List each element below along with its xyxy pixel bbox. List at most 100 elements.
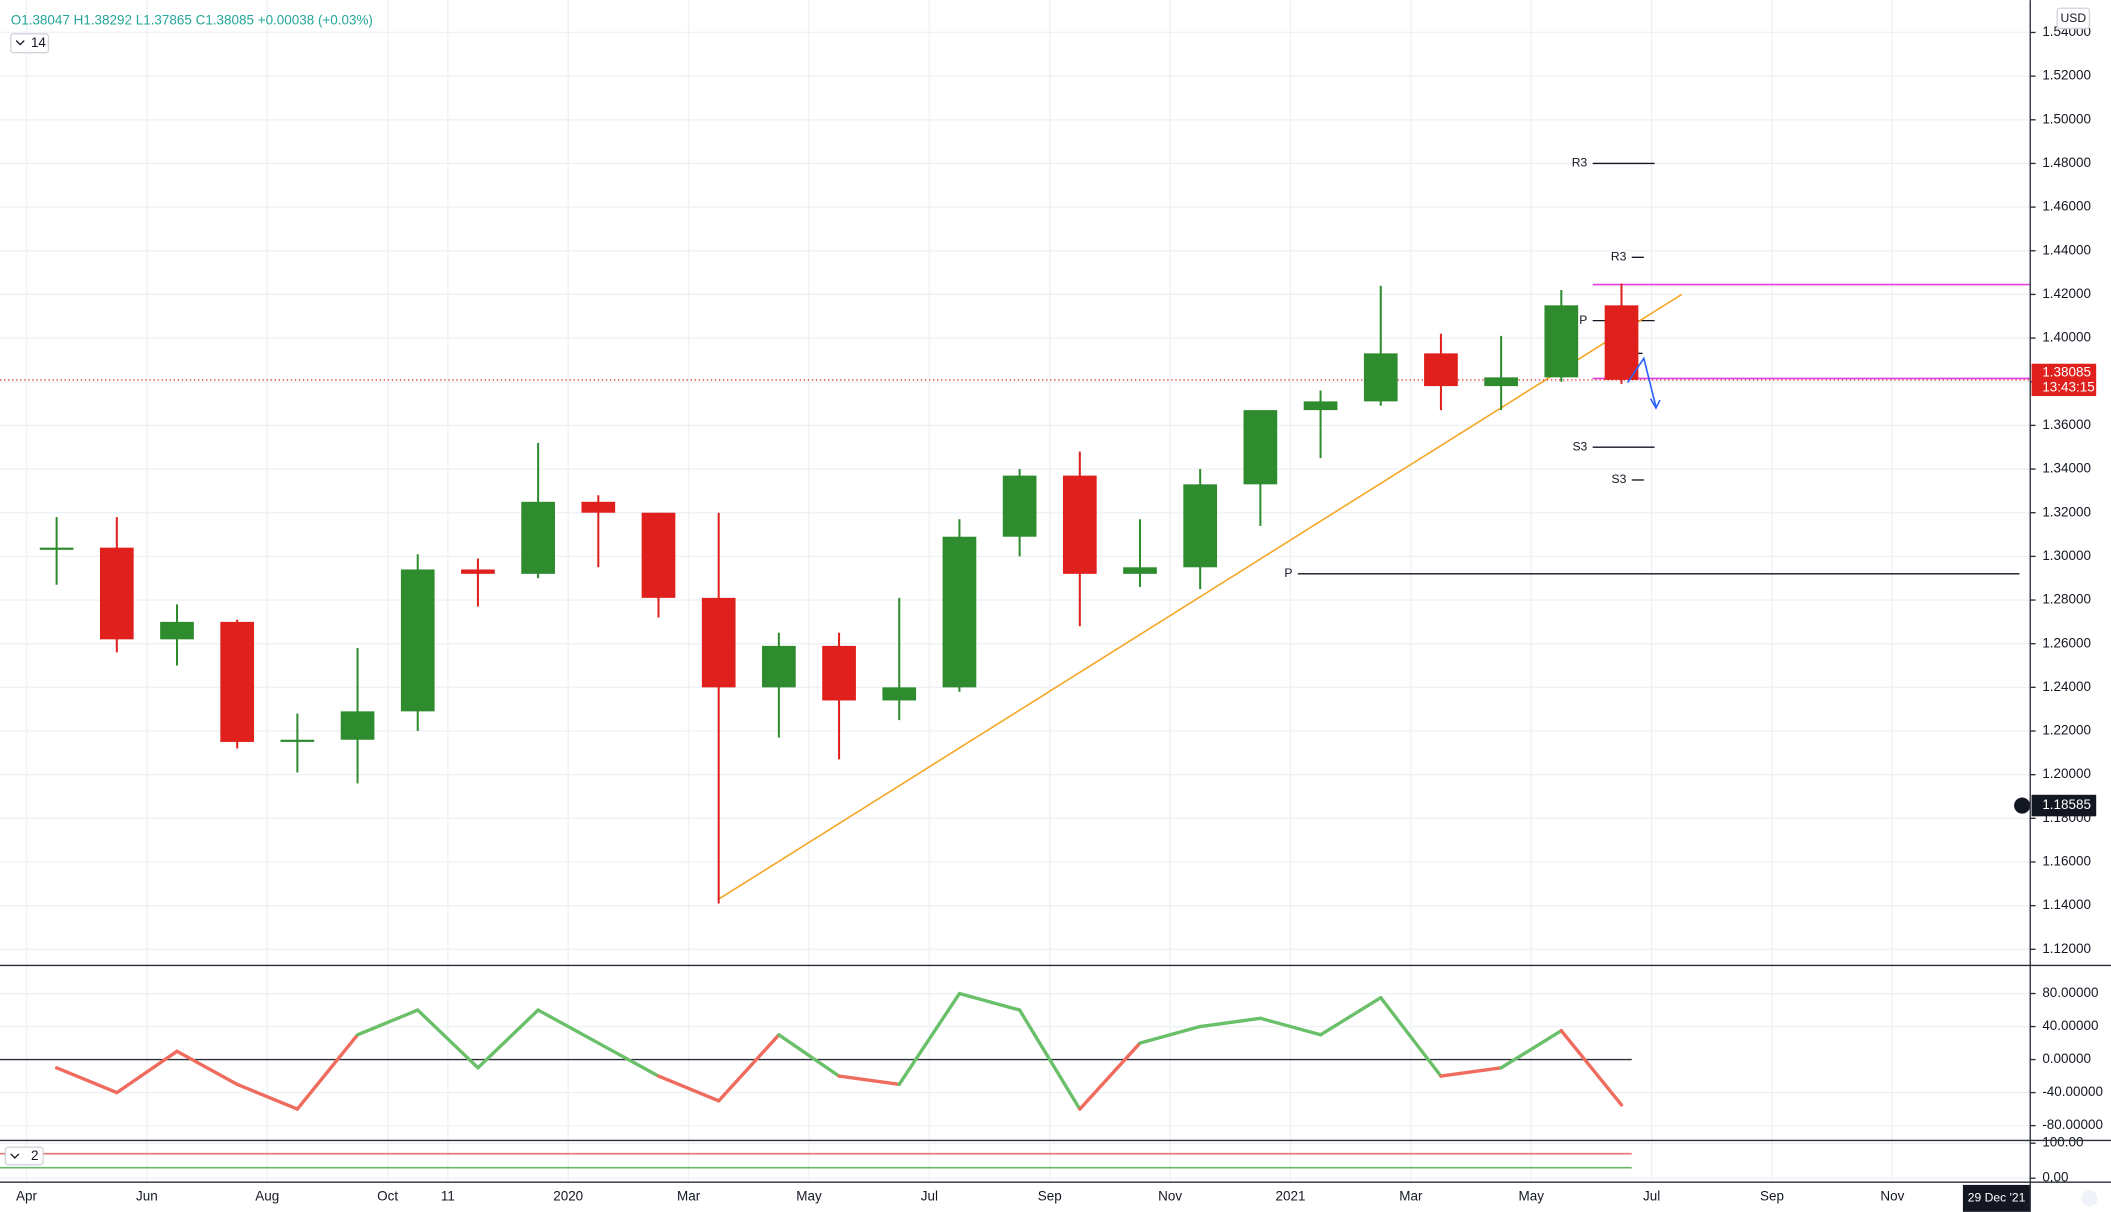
x-tick-label: Aug [255, 1189, 279, 1204]
indicator-toggle[interactable] [10, 33, 50, 54]
oscillator-segment [1078, 1041, 1142, 1111]
x-tick-label: Jul [921, 1189, 938, 1204]
y-tick-label: 100.00 [2042, 1135, 2083, 1150]
oscillator-segment [957, 991, 1022, 1012]
y-tick-label: 1.26000 [2042, 635, 2091, 650]
candle-body [461, 569, 495, 574]
crosshair-date-badge [1962, 1184, 2031, 1212]
pivot-label: P [1579, 313, 1587, 327]
y-tick-label: 1.16000 [2042, 854, 2091, 869]
x-tick-label: May [1519, 1189, 1545, 1204]
y-tick-label: 40.00000 [2042, 1018, 2098, 1033]
y-tick-label: 1.12000 [2042, 941, 2091, 956]
ohlc-legend: O1.38047 H1.38292 L1.37865 C1.38085 +0.0… [11, 12, 373, 27]
candle-body [882, 687, 917, 701]
candle-body [1123, 567, 1157, 574]
oscillator-segment [656, 1074, 721, 1103]
y-tick-label: 1.42000 [2042, 286, 2091, 301]
candle-body [1062, 475, 1097, 574]
y-tick-label: 0.00000 [2042, 1051, 2091, 1066]
legend-open: O1.38047 [11, 12, 70, 27]
oscillator-segment [1198, 1016, 1263, 1029]
oscillator-segment [837, 1074, 901, 1087]
candle-body [822, 645, 856, 701]
currency-label[interactable]: USD [2061, 11, 2087, 25]
indicator-toggle[interactable] [4, 1146, 44, 1166]
candle-body [942, 536, 977, 688]
candle-body [160, 621, 194, 640]
candle-body [1424, 353, 1458, 387]
oscillator-segment [355, 1008, 420, 1037]
candle-body [521, 501, 555, 574]
oscillator-segment [1559, 1028, 1624, 1107]
oscillator-segment [115, 1049, 179, 1095]
pivot-label: R3 [1572, 156, 1588, 170]
y-tick-label: 1.28000 [2042, 592, 2091, 607]
oscillator-segment [1017, 1008, 1082, 1111]
x-tick-label: 2020 [553, 1189, 583, 1204]
auto-scale-button[interactable] [2081, 1190, 2098, 1207]
last-price-label: 1.38085 [2042, 365, 2091, 380]
candle-body [701, 597, 736, 688]
crosshair-date-label: 29 Dec '21 [1968, 1191, 2026, 1205]
candle-body [1544, 305, 1579, 378]
x-tick-label: May [796, 1189, 822, 1204]
indicator-label[interactable]: 14 [31, 35, 46, 50]
y-tick-label: 1.32000 [2042, 504, 2091, 519]
legend-close: C1.38085 [196, 12, 254, 27]
chevron-icon [15, 40, 25, 46]
oscillator-segment [1318, 995, 1383, 1037]
oscillator-segment [777, 1033, 841, 1078]
candle-body [1002, 475, 1037, 537]
candle-body [1604, 305, 1639, 380]
oscillator-segment [1379, 995, 1443, 1078]
x-tick-label: Oct [377, 1189, 398, 1204]
x-tick-label: Sep [1760, 1189, 1784, 1204]
indicator-label[interactable]: 2 [31, 1148, 38, 1163]
oscillator-segment [416, 1008, 480, 1070]
y-tick-label: 1.44000 [2042, 242, 2091, 257]
oscillator-segment [1499, 1028, 1563, 1070]
oscillator-segment [897, 991, 962, 1087]
oscillator-segment [295, 1033, 360, 1111]
y-tick-label: 1.40000 [2042, 330, 2091, 345]
y-tick-label: 1.50000 [2042, 111, 2091, 126]
candle-body [340, 711, 375, 740]
y-tick-label: 80.00000 [2042, 985, 2098, 1000]
y-tick-label: 1.30000 [2042, 548, 2091, 563]
y-tick-label: 1.52000 [2042, 68, 2091, 83]
candle-body [641, 512, 676, 598]
legend-low: L1.37865 [136, 12, 192, 27]
x-tick-label: Apr [16, 1189, 37, 1204]
last-price-badge [2031, 363, 2097, 397]
candle-body [39, 547, 74, 550]
oscillator-segment [1258, 1016, 1323, 1037]
legend-change: +0.00038 (+0.03%) [258, 12, 373, 27]
candle-body [99, 547, 134, 640]
oscillator-segment [596, 1041, 661, 1078]
legend-high: H1.38292 [74, 12, 132, 27]
oscillator-segment [175, 1049, 239, 1087]
add-alert-button[interactable] [2014, 797, 2031, 814]
y-tick-label: 1.46000 [2042, 199, 2091, 214]
oscillator-segment [1138, 1024, 1202, 1045]
crosshair-price-badge [2031, 794, 2097, 817]
candle-body [400, 569, 435, 712]
candle-body [1484, 377, 1518, 387]
trend-line [718, 293, 1683, 900]
candle-body [1363, 353, 1398, 402]
x-tick-label: Nov [1158, 1189, 1182, 1204]
y-tick-label: 1.22000 [2042, 723, 2091, 738]
oscillator-segment [235, 1082, 300, 1111]
currency-badge[interactable] [2056, 7, 2091, 30]
pivot-label: S3 [1572, 439, 1587, 453]
x-tick-label: Jul [1643, 1189, 1660, 1204]
pivot-label: R3 [1611, 250, 1627, 264]
oscillator-segment [536, 1008, 600, 1045]
pivot-label: S3 [1612, 472, 1627, 486]
candle-body [1183, 484, 1218, 568]
x-tick-label: Nov [1880, 1189, 1904, 1204]
y-tick-label: 0.00 [2042, 1170, 2068, 1185]
